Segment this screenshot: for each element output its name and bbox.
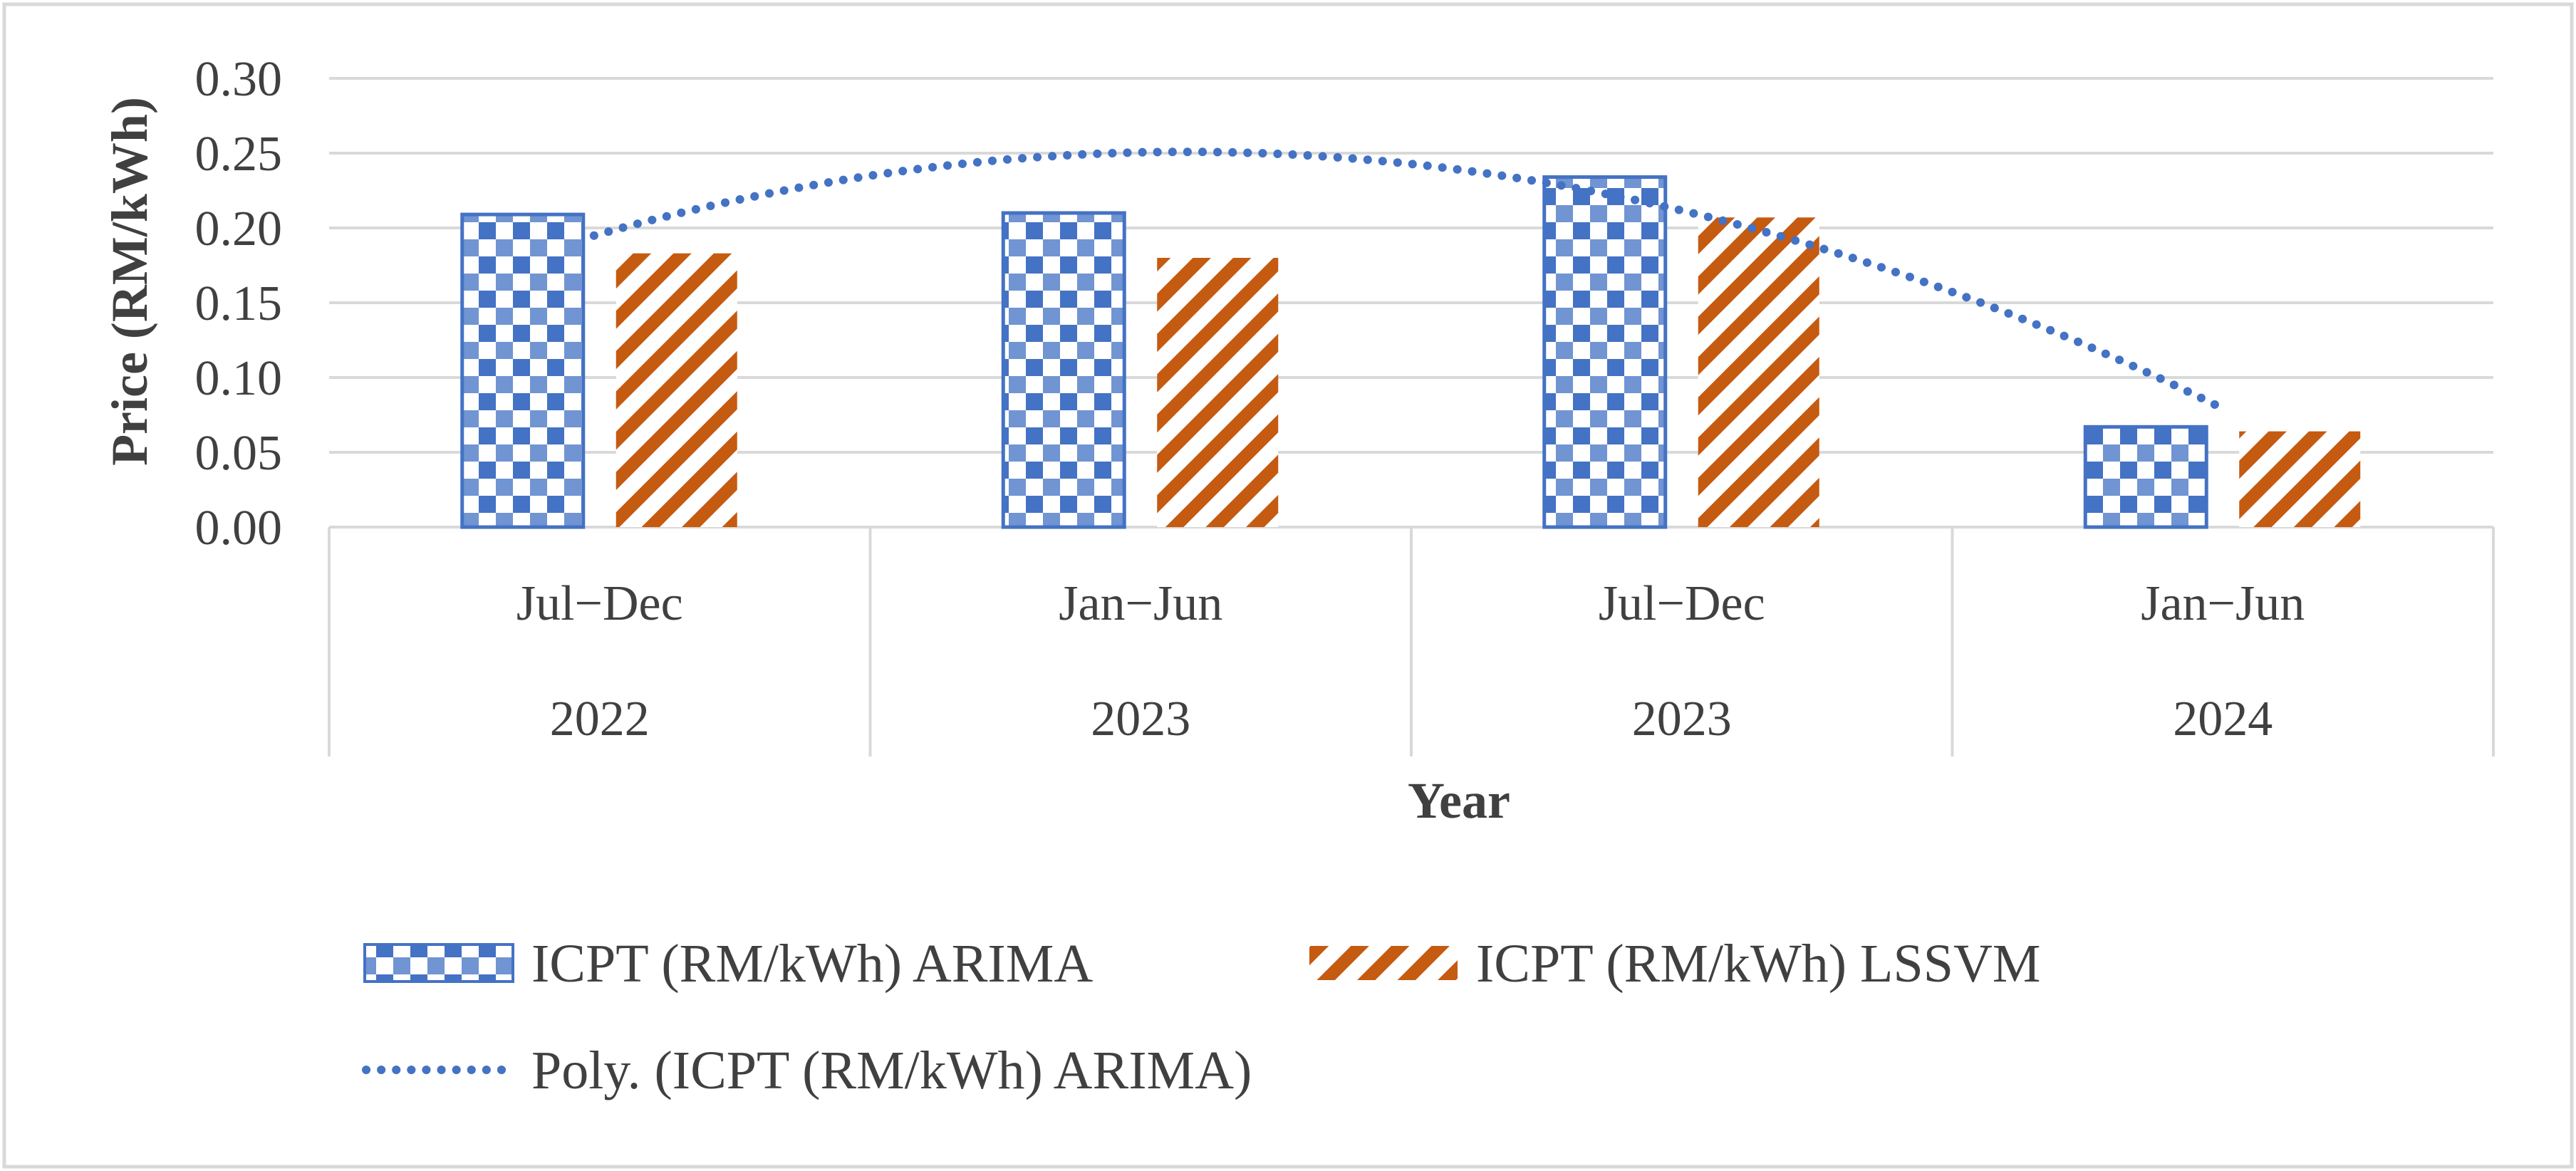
y-tick-label: 0.00 [195, 501, 283, 556]
bar-arima [1001, 211, 1126, 529]
x-axis-title: Year [1408, 772, 1510, 829]
x-tick-label-period: Jan−Jun [2141, 576, 2305, 631]
y-tick-label: 0.25 [195, 127, 283, 182]
bar-lssvm [1698, 217, 1819, 527]
x-tick-label-period: Jan−Jun [1059, 576, 1222, 631]
bar-arima [1542, 175, 1668, 529]
legend-swatch-arima [363, 943, 514, 983]
legend-label-arima: ICPT (RM/kWh) ARIMA [531, 934, 1093, 994]
y-tick-label: 0.05 [195, 426, 283, 481]
legend-swatch-lssvm [1309, 946, 1458, 980]
bars [460, 175, 2361, 529]
x-tick-label-period: Jul−Dec [516, 576, 683, 631]
y-tick-label: 0.15 [195, 276, 283, 331]
y-tick-labels: 0.00 0.05 0.10 0.15 0.20 0.25 0.30 [195, 52, 283, 556]
bar-lssvm [2239, 431, 2361, 527]
bar-lssvm [616, 253, 737, 527]
legend-label-lssvm: ICPT (RM/kWh) LSSVM [1476, 934, 2040, 994]
y-tick-label: 0.30 [195, 52, 283, 107]
x-tick-label-period: Jul−Dec [1599, 576, 1765, 631]
x-tick-label-year: 2023 [1091, 692, 1190, 746]
x-tick-label-year: 2023 [1632, 692, 1732, 746]
y-tick-label: 0.10 [195, 351, 283, 406]
bar-arima [2083, 425, 2208, 529]
y-axis-title: Price (RM/kWh) [101, 97, 158, 466]
bar-lssvm [1157, 258, 1279, 527]
legend-label-trendline: Poly. (ICPT (RM/kWh) ARIMA) [531, 1041, 1252, 1100]
y-tick-label: 0.20 [195, 202, 283, 256]
legend: ICPT (RM/kWh) ARIMA ICPT (RM/kWh) LSSVM … [362, 934, 2040, 1100]
x-category-labels: Jul−Dec 2022 Jan−Jun 2023 Jul−Dec 2023 Jan−Jun… [516, 576, 2305, 746]
x-tick-label-year: 2022 [550, 692, 650, 746]
bar-arima [460, 212, 586, 529]
x-tick-label-year: 2024 [2173, 692, 2273, 746]
